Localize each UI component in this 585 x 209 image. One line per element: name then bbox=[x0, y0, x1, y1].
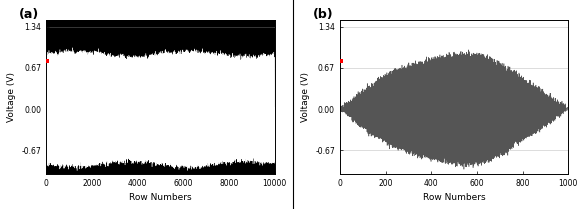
X-axis label: Row Numbers: Row Numbers bbox=[423, 193, 486, 202]
Y-axis label: Voltage (V): Voltage (V) bbox=[301, 72, 309, 122]
Y-axis label: Voltage (V): Voltage (V) bbox=[7, 72, 16, 122]
Text: (b): (b) bbox=[312, 8, 333, 20]
X-axis label: Row Numbers: Row Numbers bbox=[129, 193, 192, 202]
Text: (a): (a) bbox=[19, 8, 39, 20]
